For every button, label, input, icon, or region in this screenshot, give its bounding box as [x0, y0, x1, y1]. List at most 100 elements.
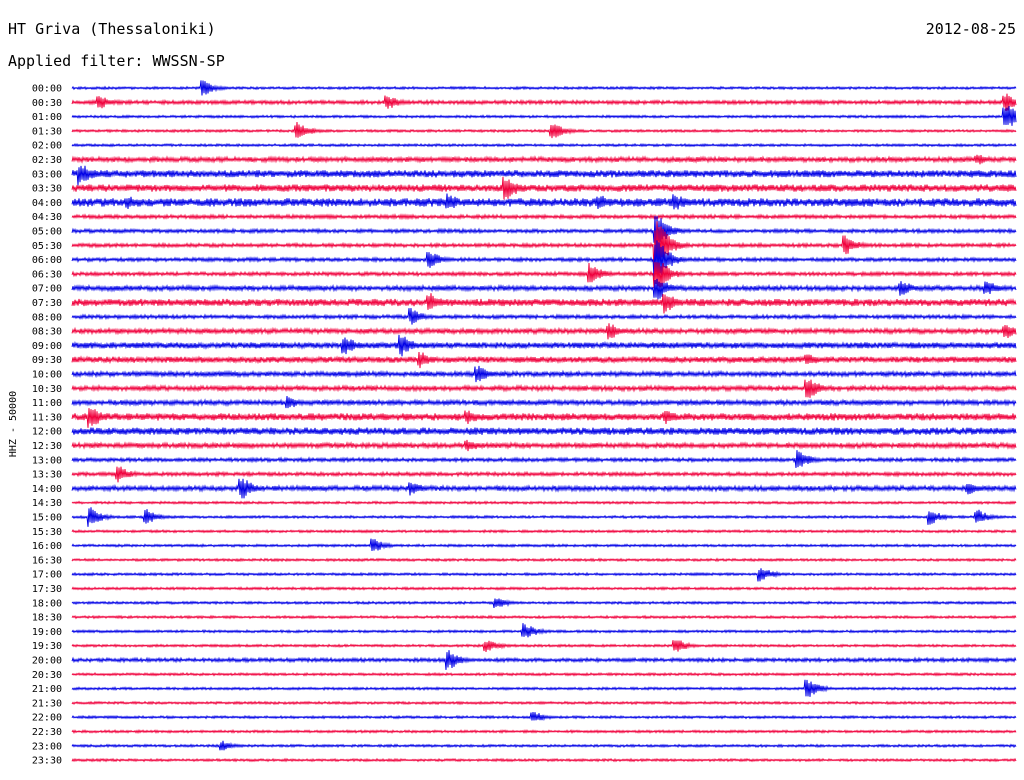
- trace-row-1000: [71, 365, 1017, 383]
- trace-row-1800: [71, 598, 1017, 608]
- trace-row-1230: [71, 439, 1017, 452]
- row-time-label: 16:00: [32, 541, 62, 552]
- trace-row-0430: [71, 213, 1017, 221]
- row-time-label: 07:30: [32, 298, 62, 309]
- trace-row-0530: [71, 221, 1017, 273]
- trace-row-1900: [71, 623, 1017, 638]
- row-time-label: 12:00: [32, 427, 62, 438]
- trace-row-2330: [71, 757, 1017, 763]
- row-time-label: 13:00: [32, 455, 62, 466]
- row-time-label: 21:00: [32, 684, 62, 695]
- trace-row-1530: [71, 528, 1017, 534]
- trace-row-2030: [71, 671, 1017, 677]
- trace-row-1700: [71, 568, 1017, 582]
- trace-row-0830: [71, 323, 1017, 340]
- trace-row-0130: [71, 121, 1017, 139]
- row-time-label: 06:00: [32, 255, 62, 266]
- trace-row-2130: [71, 700, 1017, 706]
- trace-row-0230: [71, 154, 1017, 165]
- row-time-label: 03:30: [32, 184, 62, 195]
- trace-row-1630: [71, 557, 1017, 563]
- trace-row-1930: [71, 640, 1017, 653]
- trace-row-1830: [71, 614, 1017, 620]
- trace-row-0500: [71, 216, 1017, 247]
- row-time-label: 11:00: [32, 398, 62, 409]
- row-time-label: 21:30: [32, 698, 62, 709]
- row-time-label: 08:30: [32, 327, 62, 338]
- trace-row-2200: [71, 712, 1017, 722]
- row-time-label: 09:30: [32, 355, 62, 366]
- trace-row-1500: [71, 507, 1017, 527]
- row-time-label: 00:30: [32, 98, 62, 109]
- row-time-label: 23:00: [32, 741, 62, 752]
- trace-row-1600: [71, 538, 1017, 552]
- row-time-label: 02:30: [32, 155, 62, 166]
- row-time-label: 23:30: [32, 756, 62, 767]
- row-time-label: 15:00: [32, 513, 62, 524]
- row-time-label: 11:30: [32, 412, 62, 423]
- row-time-label: 09:00: [32, 341, 62, 352]
- row-time-label: 07:00: [32, 284, 62, 295]
- row-time-label: 08:00: [32, 312, 62, 323]
- row-time-label: 14:00: [32, 484, 62, 495]
- trace-row-0700: [71, 278, 1017, 300]
- trace-row-1330: [71, 466, 1017, 483]
- row-time-label: 06:30: [32, 269, 62, 280]
- trace-row-0730: [71, 293, 1017, 314]
- row-time-label: 22:00: [32, 713, 62, 724]
- row-time-label: 13:30: [32, 470, 62, 481]
- row-time-label: 00:00: [32, 84, 62, 95]
- station-title: HT Griva (Thessaloniki): [8, 20, 216, 38]
- row-time-label: 17:00: [32, 570, 62, 581]
- trace-row-2100: [71, 679, 1017, 697]
- trace-row-1300: [71, 450, 1017, 468]
- row-time-label: 17:30: [32, 584, 62, 595]
- row-time-label: 10:30: [32, 384, 62, 395]
- row-time-label: 01:30: [32, 126, 62, 137]
- row-time-label: 05:00: [32, 227, 62, 238]
- row-time-label: 04:00: [32, 198, 62, 209]
- trace-row-2000: [71, 650, 1017, 670]
- row-time-label: 01:00: [32, 112, 62, 123]
- date-label: 2012-08-25: [926, 20, 1016, 38]
- row-time-label: 19:30: [32, 641, 62, 652]
- row-time-label: 14:30: [32, 498, 62, 509]
- trace-row-1200: [71, 426, 1017, 436]
- row-time-label: 03:00: [32, 169, 62, 180]
- trace-row-0400: [71, 193, 1017, 210]
- row-time-label: 10:00: [32, 370, 62, 381]
- row-time-label: 05:30: [32, 241, 62, 252]
- trace-row-0800: [71, 308, 1017, 325]
- trace-row-1100: [71, 395, 1017, 409]
- row-time-label: 22:30: [32, 727, 62, 738]
- filter-label: Applied filter: WWSSN-SP: [8, 52, 225, 70]
- trace-row-1130: [71, 408, 1017, 428]
- channel-axis-label: HHZ - 50000: [8, 391, 19, 457]
- row-time-label: 18:30: [32, 613, 62, 624]
- trace-row-0600: [71, 240, 1017, 278]
- row-time-label: 15:30: [32, 527, 62, 538]
- trace-row-1400: [71, 478, 1017, 499]
- trace-row-0200: [71, 142, 1017, 148]
- trace-row-2230: [71, 729, 1017, 734]
- trace-row-0030: [71, 93, 1017, 111]
- row-time-label: 16:30: [32, 555, 62, 566]
- row-time-label: 18:00: [32, 598, 62, 609]
- row-time-label: 04:30: [32, 212, 62, 223]
- row-time-label: 20:00: [32, 656, 62, 667]
- trace-row-0630: [71, 262, 1017, 288]
- trace-row-1430: [71, 500, 1017, 506]
- row-time-label: 02:00: [32, 141, 62, 152]
- trace-row-1030: [71, 379, 1017, 398]
- trace-row-2300: [71, 740, 1017, 751]
- trace-row-0100: [71, 106, 1017, 126]
- trace-row-0300: [71, 165, 1017, 186]
- trace-row-0930: [71, 351, 1017, 369]
- row-time-label: 20:30: [32, 670, 62, 681]
- trace-row-0330: [71, 176, 1017, 200]
- trace-row-1730: [71, 586, 1017, 591]
- row-time-label: 19:00: [32, 627, 62, 638]
- trace-row-0900: [71, 334, 1017, 357]
- trace-row-0000: [71, 80, 1017, 96]
